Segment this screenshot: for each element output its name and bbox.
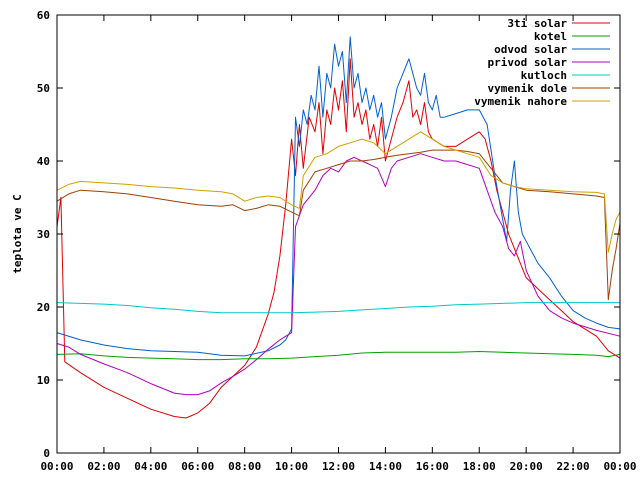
series-line-privod-solar	[56, 153, 621, 396]
x-tick-label: 02:00	[87, 460, 120, 473]
series-line-kotel	[56, 351, 621, 361]
legend-label-3ti-solar: 3ti solar	[507, 17, 567, 30]
y-tick-label: 10	[37, 374, 50, 387]
x-tick-label: 16:00	[416, 460, 449, 473]
legend-label-privod-solar: privod solar	[488, 56, 568, 69]
x-axis: 00:00 02:00 04:00 06:00 08:00 10:00 12:00 14:00…	[40, 15, 637, 473]
legend-label-vymenik-nahore: vymenik nahore	[474, 95, 567, 108]
y-tick-label: 50	[37, 82, 50, 95]
legend-label-kutloch: kutloch	[521, 69, 567, 82]
x-tick-label: 10:00	[275, 460, 308, 473]
legend-label-vymenik-dole: vymenik dole	[488, 82, 568, 95]
y-tick-label: 30	[37, 228, 50, 241]
y-tick-label: 60	[37, 9, 50, 22]
x-tick-label: 00:00	[40, 460, 73, 473]
y-tick-label: 40	[37, 155, 50, 168]
series-line-3ti-solar	[56, 58, 621, 419]
y-tick-label: 20	[37, 301, 50, 314]
series-layer	[56, 36, 621, 419]
x-tick-label: 04:00	[134, 460, 167, 473]
series-line-kutloch	[56, 302, 620, 314]
x-tick-label: 14:00	[369, 460, 402, 473]
y-axis-title: teplota ve C	[11, 194, 24, 273]
series-line-vymenik-dole	[56, 149, 621, 301]
y-axis: 0 10 20 30 40 50 60	[37, 9, 620, 460]
x-tick-label: 06:00	[181, 460, 214, 473]
x-tick-label: 22:00	[557, 460, 590, 473]
x-tick-label: 20:00	[510, 460, 543, 473]
x-tick-label: 12:00	[322, 460, 355, 473]
x-tick-label: 00:00	[603, 460, 636, 473]
x-tick-label: 08:00	[228, 460, 261, 473]
legend-label-odvod-solar: odvod solar	[494, 43, 567, 56]
series-line-vymenik-nahore	[56, 131, 621, 253]
y-tick-label: 0	[43, 447, 50, 460]
x-tick-label: 18:00	[463, 460, 496, 473]
legend-label-kotel: kotel	[534, 30, 567, 43]
